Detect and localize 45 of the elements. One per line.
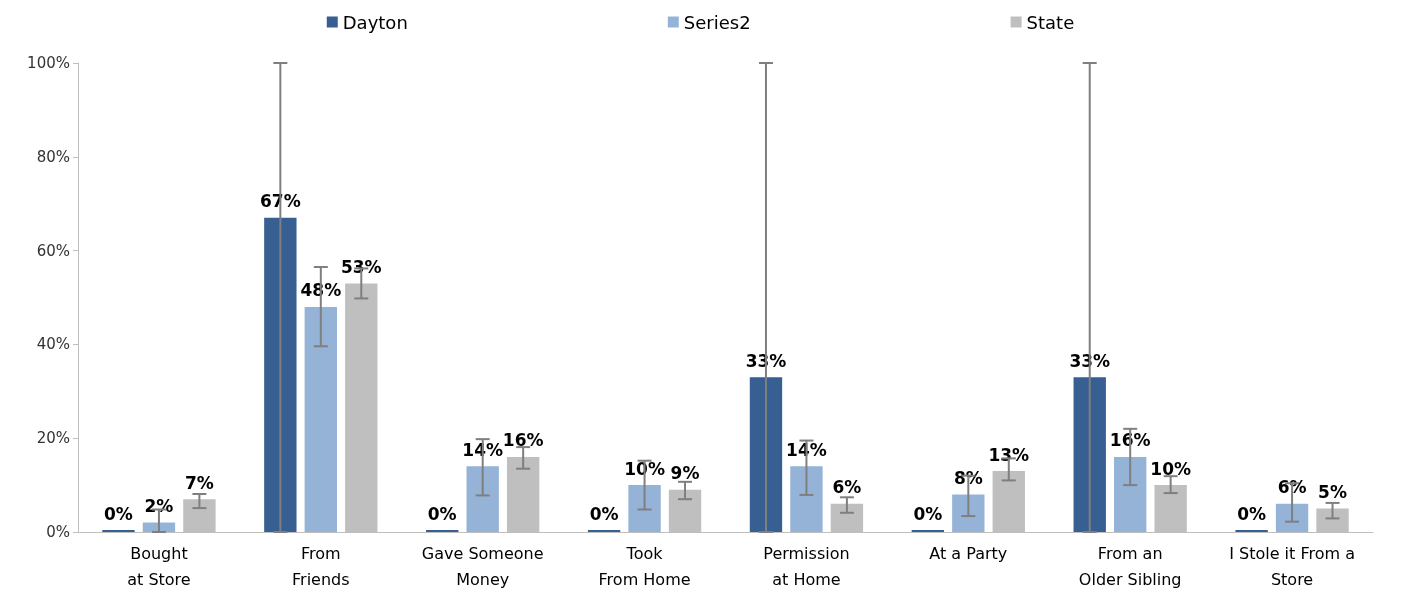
legend-label: Dayton <box>342 11 408 33</box>
x-tick-label: From an Older Sibling <box>1078 543 1182 589</box>
legend-label: State <box>1026 11 1075 33</box>
y-tick-label: 100% <box>27 54 70 72</box>
data-label: 6% <box>832 477 862 498</box>
y-tick-label: 20% <box>36 429 70 448</box>
bar <box>749 377 783 532</box>
bar <box>466 466 499 532</box>
data-label: 0% <box>104 503 133 524</box>
data-label: 16% <box>502 430 544 451</box>
data-label: 0% <box>1237 503 1267 524</box>
data-label: 67% <box>259 191 301 212</box>
x-tick-label: At a Party <box>929 543 1008 563</box>
bar <box>1275 503 1309 532</box>
data-label: 10% <box>1150 458 1192 479</box>
data-label: 0% <box>589 503 619 524</box>
data-label: 0% <box>427 503 457 524</box>
x-tick-label: I Stole it From a Store <box>1229 543 1355 589</box>
bar <box>264 217 297 532</box>
y-tick-label: 0% <box>46 523 70 541</box>
x-tick-label: Gave Someone Money <box>421 543 544 589</box>
data-label: 53% <box>340 256 382 277</box>
bar <box>628 485 661 532</box>
y-tick-label: 80% <box>36 147 70 166</box>
data-label: 6% <box>1277 477 1307 498</box>
data-label: 13% <box>988 444 1030 465</box>
bar <box>1114 456 1147 532</box>
data-label: 9% <box>670 463 700 484</box>
bar <box>1073 377 1106 532</box>
bar <box>952 494 985 532</box>
data-label: 2% <box>144 496 174 517</box>
data-label: 5% <box>1318 482 1347 503</box>
x-tick-label: Took From Home <box>598 543 691 589</box>
data-label: 16% <box>1109 430 1151 451</box>
y-tick-label: 60% <box>36 241 70 260</box>
legend-label: Series2 <box>683 11 751 33</box>
data-label: 8% <box>953 467 983 488</box>
y-tick-label: 40% <box>36 335 70 354</box>
x-tick-label: From Friends <box>292 543 350 589</box>
x-tick-label: Bought at Store <box>127 543 191 589</box>
data-label: 7% <box>184 472 214 493</box>
data-label: 0% <box>913 503 943 524</box>
bar <box>790 466 823 532</box>
bar <box>304 306 337 532</box>
x-tick-label: Permission at Home <box>763 543 850 589</box>
